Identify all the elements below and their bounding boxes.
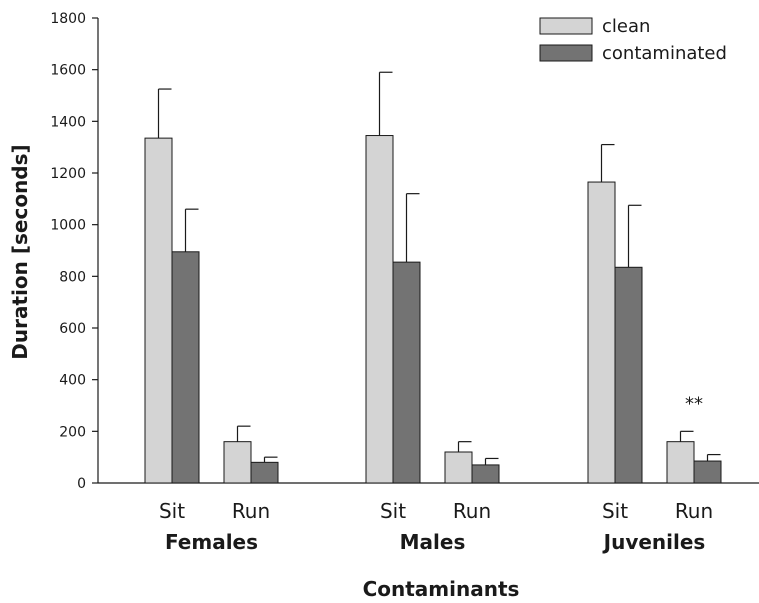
category-label: Sit <box>159 499 185 523</box>
bar-contaminated <box>392 261 421 484</box>
y-tick-label: 0 <box>77 476 86 492</box>
legend: clean contaminated <box>539 16 727 64</box>
y-tick-label: 1000 <box>50 218 86 234</box>
bar-clean <box>444 451 473 484</box>
legend-swatch-contaminated <box>539 44 593 62</box>
bar-clean <box>587 181 616 484</box>
y-tick-label: 1200 <box>50 166 86 182</box>
labels: Sit Run Females Sit Run Males Sit ** Run Juvenile… <box>159 393 713 554</box>
bar-contaminated <box>171 251 200 484</box>
bar-clean <box>223 441 252 484</box>
y-axis-title: Duration [seconds] <box>8 144 32 359</box>
bar-clean <box>365 135 394 484</box>
bar-contaminated <box>471 464 500 484</box>
y-tick-label: 400 <box>59 373 86 389</box>
legend-label-contaminated: contaminated <box>602 43 727 64</box>
category-label: Run <box>232 499 270 523</box>
category-label: Sit <box>602 499 628 523</box>
y-tick-label: 800 <box>59 269 86 285</box>
group-label: Females <box>165 530 258 554</box>
legend-swatch-clean <box>539 17 593 35</box>
group-label: Males <box>400 530 466 554</box>
category-label: Run <box>453 499 491 523</box>
y-tick-label: 1400 <box>50 114 86 130</box>
significance-annotation: ** <box>685 393 703 414</box>
group-label: Juveniles <box>602 530 706 554</box>
legend-label-clean: clean <box>602 16 650 37</box>
y-tick-label: 1800 <box>50 11 86 27</box>
bar-clean <box>144 137 173 484</box>
axes: 0 200 400 600 800 1000 1200 1400 1600 1800 <box>50 11 759 492</box>
bars <box>144 71 722 484</box>
bar-clean <box>666 441 695 484</box>
category-label: Sit <box>380 499 406 523</box>
bar-contaminated <box>693 460 722 484</box>
y-tick-label: 200 <box>59 424 86 440</box>
x-axis-title: Contaminants <box>363 577 520 601</box>
y-tick-label: 1600 <box>50 63 86 79</box>
category-label: Run <box>675 499 713 523</box>
bar-contaminated <box>250 461 279 484</box>
y-tick-label: 600 <box>59 321 86 337</box>
bar-contaminated <box>614 266 643 484</box>
